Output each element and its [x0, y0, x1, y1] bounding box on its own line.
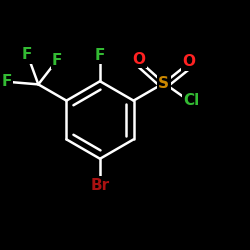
Text: F: F — [2, 74, 12, 89]
Text: O: O — [132, 52, 145, 67]
Text: Br: Br — [90, 178, 110, 192]
Text: F: F — [95, 48, 105, 62]
Text: F: F — [52, 53, 62, 68]
Text: Cl: Cl — [183, 93, 200, 108]
Text: S: S — [158, 76, 169, 90]
Text: F: F — [22, 47, 32, 62]
Text: O: O — [182, 54, 195, 69]
